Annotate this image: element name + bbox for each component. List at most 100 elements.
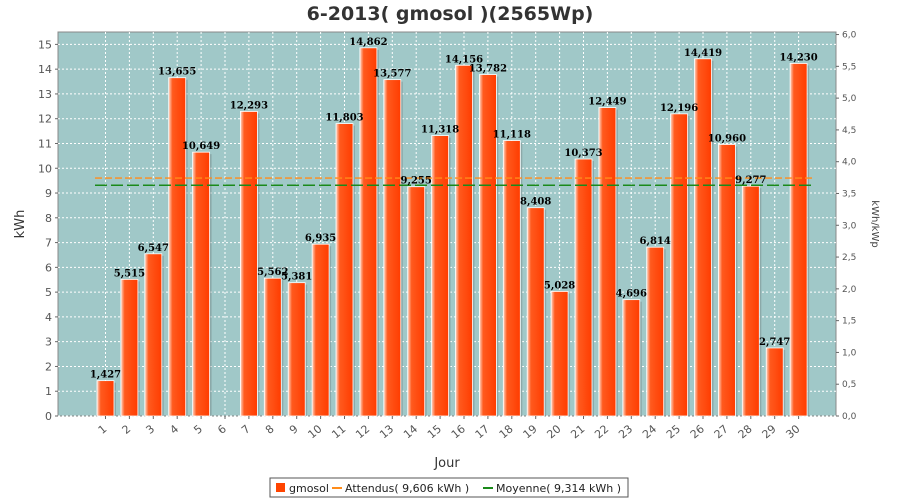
legend-label-moyenne: Moyenne( 9,314 kWh ): [496, 482, 621, 495]
bar: [287, 282, 306, 417]
y-tick-label: 14: [38, 63, 52, 76]
x-tick-label: 11: [329, 422, 348, 441]
y2-tick-label: 1,0: [842, 348, 857, 358]
bar: [335, 123, 354, 417]
bar-labels-layer: 1,427 5,515 6,547 13,655 10,649 12,293 5,562 5,…: [90, 37, 818, 381]
y2-axis-ticks: 0,0 0,5 1,0 1,5 2,0 2,5 3,0 3,5 4,0 4,5 5,0 5,5 6,0: [836, 31, 857, 422]
x-tick-label: 1: [96, 422, 110, 436]
legend-label-attendus: Attendus( 9,606 kWh ): [345, 482, 469, 495]
bar: [502, 140, 521, 417]
y-tick-label: 11: [38, 137, 52, 150]
bar: [383, 79, 402, 417]
legend-label-gmosol: gmosol: [289, 482, 329, 495]
bar-value-label: 5,562: [257, 267, 288, 278]
bar-value-label: 14,419: [684, 48, 722, 59]
x-tick-label: 21: [568, 422, 587, 441]
bars-layer: [96, 47, 810, 417]
bar-value-label: 10,373: [564, 148, 602, 159]
x-tick-label: 8: [263, 422, 277, 436]
x-tick-label: 19: [521, 422, 540, 441]
x-tick-label: 9: [287, 422, 301, 436]
x-tick-label: 6: [215, 422, 229, 436]
bar-value-label: 8,408: [520, 197, 551, 208]
bar: [168, 77, 187, 417]
x-tick-label: 20: [544, 422, 563, 441]
y2-tick-label: 2,0: [842, 285, 857, 295]
bar-value-label: 1,427: [90, 370, 121, 381]
y2-tick-label: 4,5: [842, 126, 856, 136]
bar-value-label: 13,782: [469, 64, 507, 75]
y2-tick-label: 1,5: [842, 317, 856, 327]
bar: [455, 64, 473, 417]
x-tick-label: 28: [736, 422, 755, 441]
bar-value-label: 11,118: [493, 130, 531, 141]
x-tick-label: 15: [425, 422, 444, 441]
y2-tick-label: 3,5: [842, 189, 856, 199]
bar-value-label: 6,935: [305, 233, 336, 244]
y-tick-label: 3: [45, 336, 52, 349]
y2-tick-label: 0,5: [842, 380, 856, 390]
x-tick-label: 16: [449, 422, 468, 441]
bar: [622, 299, 641, 417]
y-tick-label: 6: [45, 261, 52, 274]
bar-value-label: 5,028: [544, 280, 575, 291]
bar-value-label: 10,649: [182, 141, 220, 152]
bar-value-label: 6,814: [640, 236, 671, 247]
reference-lines-layer: [95, 177, 815, 186]
x-tick-label: 2: [120, 422, 134, 436]
x-tick-label: 29: [760, 422, 779, 441]
bar: [741, 185, 760, 417]
x-tick-label: 23: [616, 422, 635, 441]
y2-tick-label: 6,0: [842, 31, 857, 41]
bar: [192, 151, 211, 417]
y-tick-label: 2: [45, 360, 52, 373]
chart-title: 6-2013( gmosol )(2565Wp): [307, 3, 594, 25]
x-tick-label: 25: [664, 422, 683, 441]
x-tick-label: 7: [239, 422, 253, 436]
x-tick-label: 10: [305, 422, 324, 441]
bar-value-label: 13,655: [158, 67, 196, 78]
y-tick-label: 4: [45, 311, 52, 324]
bar-value-label: 4,696: [616, 289, 647, 300]
y-tick-label: 1: [45, 385, 52, 398]
bar: [765, 347, 784, 417]
y2-tick-label: 2,5: [842, 253, 856, 263]
bar-value-label: 11,803: [325, 113, 363, 124]
x-axis-title: Jour: [433, 456, 460, 471]
bar-value-label: 12,293: [230, 100, 268, 111]
y2-tick-label: 0,0: [842, 412, 857, 422]
y2-tick-label: 3,0: [842, 221, 857, 231]
x-axis-ticks: 1 2 3 4 5 6 7 8 9 10 11 12 13 14 15 16 17 18 19 20 21 22 23 24 2…: [96, 416, 803, 441]
y-tick-label: 5: [45, 286, 52, 299]
x-tick-label: 18: [497, 422, 516, 441]
y-tick-label: 0: [45, 410, 52, 423]
x-tick-label: 3: [144, 422, 158, 436]
bar: [359, 47, 378, 417]
bar-value-label: 14,862: [349, 37, 387, 48]
bar-value-label: 11,318: [421, 125, 459, 136]
y-tick-label: 9: [45, 187, 52, 200]
bar-value-label: 2,747: [759, 337, 790, 348]
y-tick-label: 13: [38, 88, 52, 101]
x-tick-label: 24: [640, 422, 659, 441]
bar-value-label: 6,547: [138, 243, 169, 254]
bar-value-label: 14,230: [779, 52, 817, 63]
bar: [311, 243, 330, 417]
bar: [670, 113, 688, 417]
y-tick-label: 15: [38, 38, 52, 51]
bar-value-label: 10,960: [708, 133, 746, 144]
y-tick-label: 7: [45, 237, 52, 250]
bar: [239, 111, 258, 417]
y-tick-label: 10: [38, 162, 52, 175]
bar-value-label: 5,515: [114, 268, 145, 279]
x-tick-label: 13: [377, 422, 396, 441]
bar-value-label: 14,156: [445, 54, 483, 65]
y2-tick-label: 5,0: [842, 94, 857, 104]
x-tick-label: 30: [783, 422, 802, 441]
x-tick-label: 4: [167, 422, 181, 436]
bar-value-label: 9,255: [401, 176, 432, 187]
x-tick-label: 27: [712, 422, 731, 441]
x-tick-label: 14: [401, 422, 420, 441]
bar-value-label: 9,277: [735, 175, 766, 186]
